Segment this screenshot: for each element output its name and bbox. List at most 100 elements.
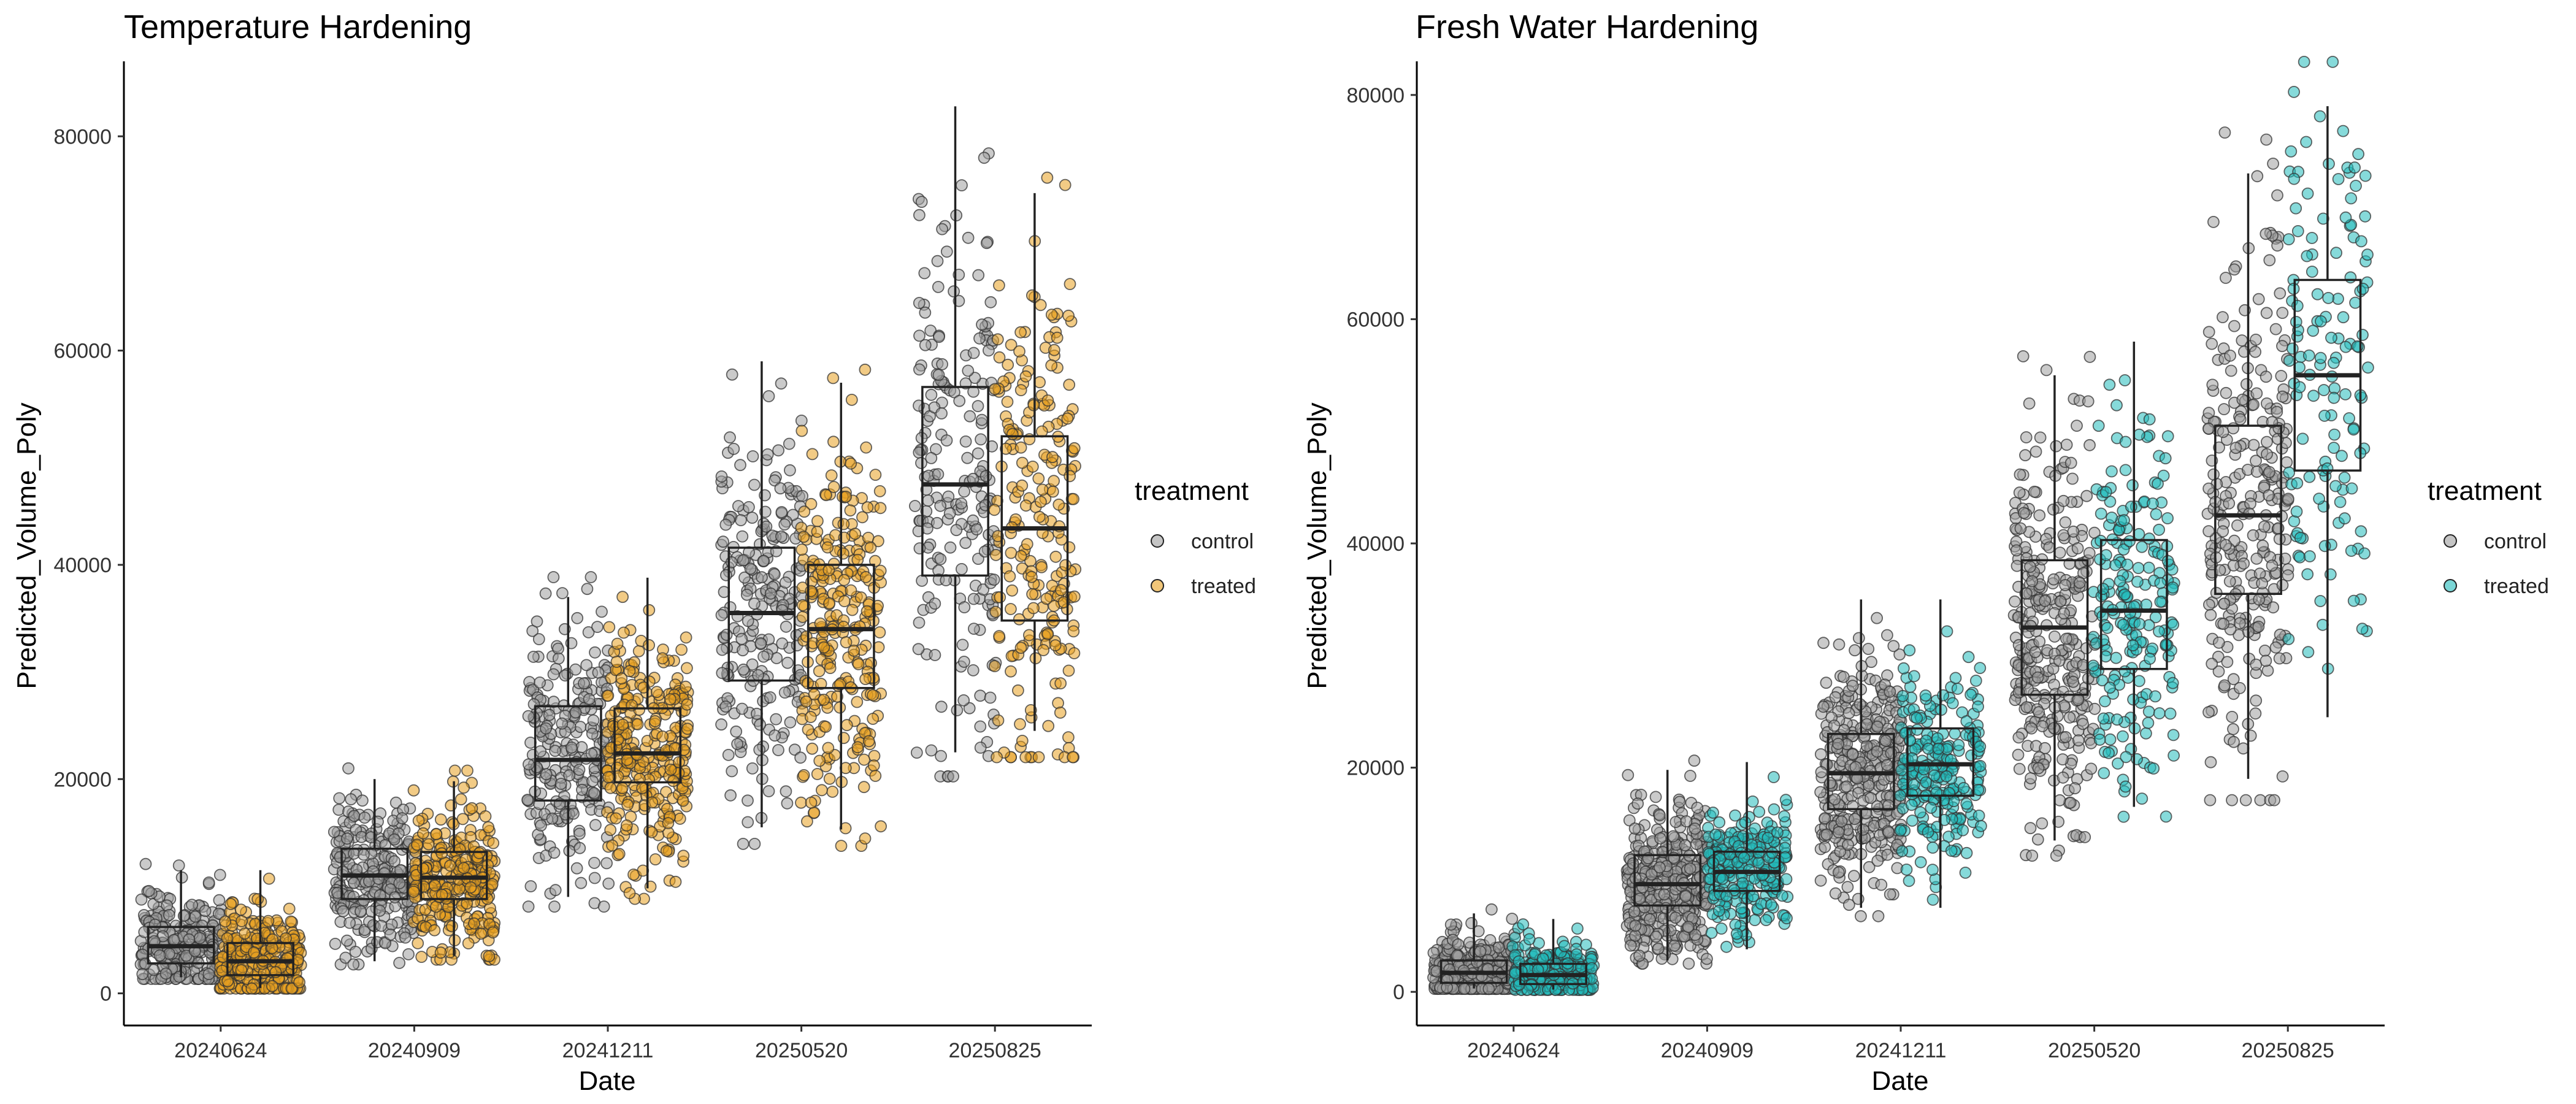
- data-point-control: [958, 601, 971, 613]
- data-point-treated: [1001, 396, 1014, 408]
- data-point-treated: [621, 799, 634, 811]
- y-tick-label: 20000: [1346, 757, 1405, 780]
- data-point-control: [2206, 657, 2218, 670]
- data-point-control: [402, 948, 415, 960]
- data-point-control: [2225, 364, 2237, 377]
- data-point-control: [399, 931, 412, 944]
- data-point-control: [2227, 723, 2239, 735]
- data-point-control: [2276, 340, 2288, 353]
- data-point-control: [2249, 707, 2262, 720]
- data-point-control: [588, 872, 601, 884]
- data-point-treated: [1048, 475, 1060, 488]
- data-point-control: [1682, 957, 1695, 970]
- data-point-control: [933, 331, 945, 343]
- data-point-control: [2088, 702, 2101, 715]
- data-point-control: [2085, 762, 2098, 775]
- data-point-treated: [1068, 647, 1081, 659]
- data-point-treated: [1713, 816, 1726, 829]
- data-point-control: [213, 868, 226, 881]
- x-tick-label: 20250825: [949, 1039, 1041, 1062]
- data-point-control: [2031, 833, 2044, 846]
- data-point-control: [1458, 983, 1471, 995]
- data-point-control: [916, 575, 928, 587]
- data-point-control: [139, 857, 152, 870]
- data-point-treated: [869, 469, 882, 481]
- data-point-control: [720, 569, 732, 581]
- data-point-control: [1814, 874, 1827, 887]
- data-point-control: [913, 209, 926, 221]
- data-point-control: [1829, 887, 1842, 900]
- data-point-control: [956, 179, 968, 192]
- data-point-control: [1691, 802, 1704, 814]
- data-point-control: [2057, 753, 2069, 765]
- data-point-control: [929, 649, 941, 661]
- data-point-control: [2212, 637, 2225, 649]
- data-point-treated: [216, 965, 229, 977]
- data-point-treated: [417, 880, 430, 893]
- data-point-control: [915, 196, 928, 209]
- data-point-treated: [1779, 794, 1792, 807]
- data-point-control: [715, 470, 728, 483]
- data-point-control: [1837, 670, 1850, 683]
- data-point-treated: [803, 561, 816, 573]
- data-point-control: [540, 722, 552, 735]
- x-tick-label: 20241211: [562, 1039, 654, 1062]
- data-point-control: [2228, 320, 2241, 332]
- data-point-treated: [991, 333, 1004, 346]
- data-point-treated: [873, 485, 886, 497]
- data-point-treated: [616, 718, 629, 731]
- data-point-control: [724, 431, 736, 444]
- data-point-treated: [1054, 677, 1067, 689]
- y-tick-label: 80000: [53, 125, 112, 148]
- data-point-control: [2258, 520, 2271, 533]
- data-point-treated: [861, 605, 873, 618]
- data-point-control: [950, 524, 963, 537]
- data-point-treated: [1709, 828, 1722, 841]
- data-point-control: [795, 415, 808, 427]
- data-point-control: [2010, 544, 2023, 557]
- data-point-control: [794, 751, 807, 764]
- data-point-control: [746, 762, 759, 775]
- data-point-treated: [618, 626, 630, 639]
- data-point-control: [586, 727, 599, 740]
- data-point-treated: [825, 469, 838, 481]
- data-point-control: [781, 656, 794, 669]
- data-point-control: [2231, 519, 2244, 532]
- data-point-control: [2079, 831, 2091, 843]
- data-point-treated: [818, 641, 830, 654]
- data-point-control: [549, 745, 561, 757]
- data-point-control: [748, 597, 761, 610]
- data-point-control: [2036, 720, 2049, 732]
- data-point-treated: [1765, 899, 1777, 911]
- data-point-control: [2273, 532, 2286, 545]
- data-point-control: [1689, 822, 1701, 835]
- data-point-treated: [1040, 592, 1053, 605]
- data-point-treated: [673, 756, 685, 769]
- data-point-treated: [434, 813, 447, 826]
- data-point-treated: [1951, 683, 1964, 695]
- data-point-control: [2271, 189, 2283, 202]
- data-point-control: [781, 797, 794, 810]
- data-point-control: [913, 542, 926, 554]
- data-point-control: [1506, 913, 1519, 925]
- data-point-control: [913, 329, 926, 342]
- data-point-control: [2244, 497, 2256, 510]
- data-point-treated: [1715, 922, 1728, 935]
- data-point-control: [1814, 748, 1827, 761]
- data-point-control: [1817, 700, 1830, 713]
- data-point-treated: [656, 652, 669, 665]
- data-point-treated: [1570, 948, 1583, 960]
- data-point-treated: [487, 837, 500, 849]
- data-point-control: [1655, 953, 1668, 965]
- data-point-control: [375, 919, 388, 932]
- data-point-control: [589, 819, 602, 832]
- data-point-control: [563, 769, 576, 782]
- data-point-treated: [616, 782, 629, 794]
- data-point-control: [940, 245, 953, 258]
- data-point-control: [2218, 403, 2231, 415]
- data-point-treated: [1780, 873, 1793, 886]
- data-point-control: [585, 571, 597, 583]
- data-point-control: [974, 742, 987, 754]
- data-point-control: [746, 450, 759, 462]
- data-point-control: [2228, 263, 2241, 276]
